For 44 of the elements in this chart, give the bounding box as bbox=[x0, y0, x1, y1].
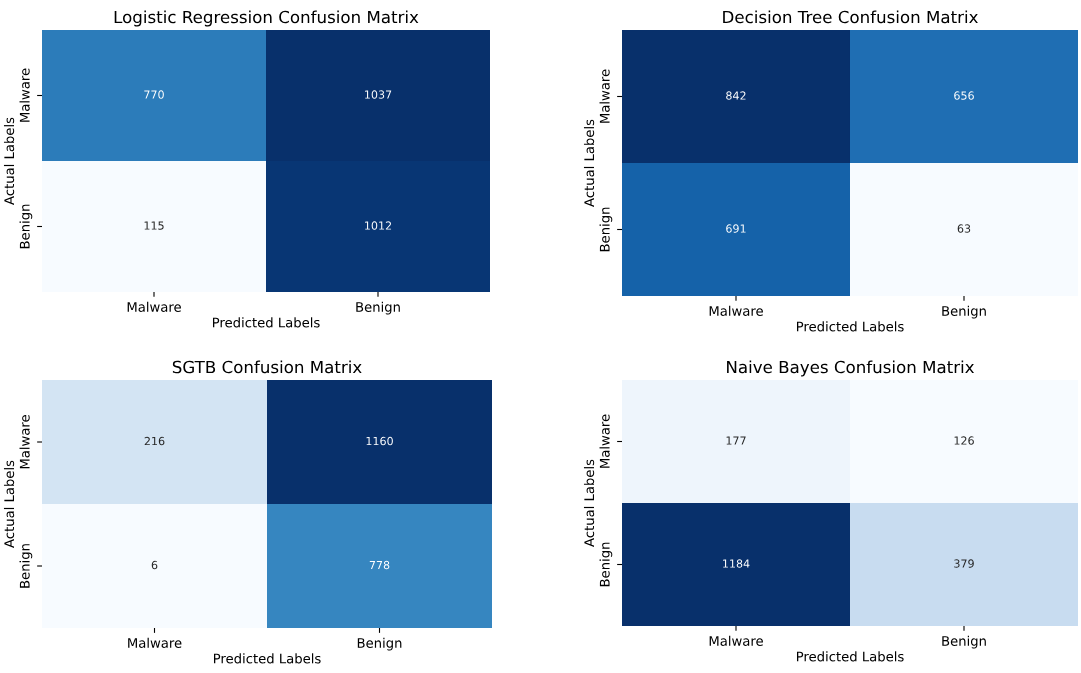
data-label: 770 bbox=[144, 90, 164, 99]
data-label: 63 bbox=[957, 224, 971, 233]
chart-title: Decision Tree Confusion Matrix bbox=[723, 10, 978, 24]
data-label: 177 bbox=[726, 436, 746, 445]
x-axis-title: Predicted Labels bbox=[796, 651, 904, 662]
data-label: 1037 bbox=[365, 90, 392, 99]
y-axis-title: Actual Labels bbox=[583, 459, 595, 547]
y-tick-label: Benign bbox=[599, 207, 613, 252]
data-label: 1184 bbox=[723, 559, 750, 568]
chart-title: SGTB Confusion Matrix bbox=[172, 360, 362, 374]
data-label: 126 bbox=[954, 436, 974, 445]
x-tick-label: Benign bbox=[942, 305, 986, 319]
y-tick-label: Benign bbox=[19, 204, 33, 249]
x-tick-label: Malware bbox=[128, 637, 182, 648]
data-label: 778 bbox=[369, 560, 390, 570]
y-tick-label: Malware bbox=[19, 68, 30, 122]
data-label: 216 bbox=[144, 436, 165, 446]
y-axis-title: Actual Labels bbox=[3, 460, 15, 548]
x-axis-title: Predicted Labels bbox=[212, 317, 320, 328]
y-tick-label: Benign bbox=[599, 542, 613, 587]
y-tick-label: Malware bbox=[19, 415, 30, 469]
y-axis-title: Actual Labels bbox=[583, 119, 595, 207]
data-label: 656 bbox=[954, 91, 974, 100]
y-axis-title: Actual Labels bbox=[3, 117, 15, 205]
chart-title: Logistic Regression Confusion Matrix bbox=[114, 10, 419, 27]
data-label: 379 bbox=[954, 559, 974, 568]
x-tick-label: Malware bbox=[709, 305, 763, 316]
y-tick-label: Malware bbox=[599, 69, 610, 123]
data-label: 842 bbox=[726, 91, 746, 100]
data-label: 115 bbox=[144, 221, 164, 230]
x-axis-title: Predicted Labels bbox=[796, 321, 904, 332]
data-label: 1012 bbox=[365, 221, 392, 230]
data-label: 1160 bbox=[366, 436, 393, 446]
x-tick-label: Malware bbox=[127, 301, 181, 312]
data-label: 6 bbox=[151, 560, 158, 570]
x-tick-label: Benign bbox=[357, 637, 402, 651]
x-tick-label: Benign bbox=[356, 301, 400, 315]
y-tick-label: Malware bbox=[599, 414, 610, 468]
x-axis-title: Predicted Labels bbox=[213, 653, 321, 664]
y-tick-label: Benign bbox=[19, 544, 33, 588]
data-label: 691 bbox=[726, 224, 746, 233]
x-tick-label: Malware bbox=[709, 635, 763, 646]
chart-title: Naive Bayes Confusion Matrix bbox=[727, 360, 975, 377]
x-tick-label: Benign bbox=[942, 635, 986, 649]
